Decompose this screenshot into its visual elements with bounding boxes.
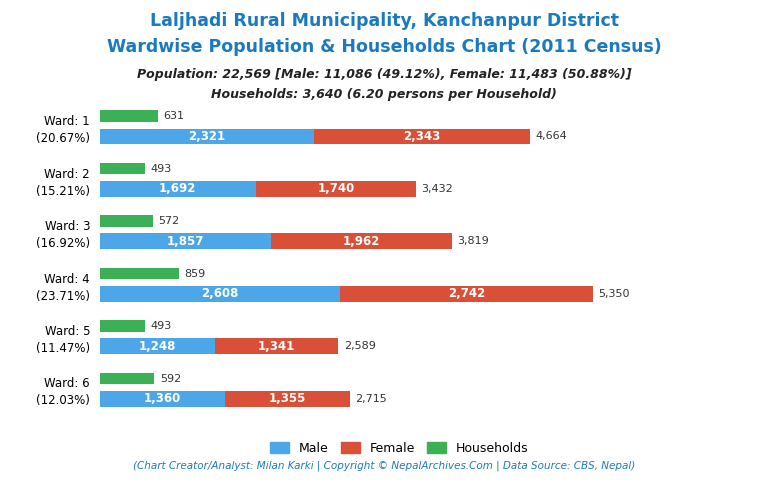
Text: 1,857: 1,857 <box>167 235 204 248</box>
Text: 1,360: 1,360 <box>144 392 181 405</box>
Bar <box>100 129 314 144</box>
Text: 859: 859 <box>184 269 206 279</box>
Text: 2,715: 2,715 <box>356 394 387 404</box>
Text: 1,692: 1,692 <box>159 182 197 195</box>
Bar <box>100 215 153 227</box>
Text: 1,962: 1,962 <box>343 235 380 248</box>
Text: 2,589: 2,589 <box>344 341 376 352</box>
Bar <box>271 234 452 249</box>
Text: 2,343: 2,343 <box>403 130 440 143</box>
Text: 3,819: 3,819 <box>457 236 489 246</box>
Bar <box>100 338 215 354</box>
Bar <box>100 234 271 249</box>
Bar <box>314 129 530 144</box>
Text: 2,742: 2,742 <box>448 287 485 300</box>
Text: 493: 493 <box>151 321 172 331</box>
Text: Wardwise Population & Households Chart (2011 Census): Wardwise Population & Households Chart (… <box>107 38 661 57</box>
Text: 2,321: 2,321 <box>188 130 225 143</box>
Bar <box>100 391 225 407</box>
Text: 4,664: 4,664 <box>535 132 567 141</box>
Text: 5,350: 5,350 <box>598 289 630 299</box>
Bar <box>100 268 179 280</box>
Text: 1,341: 1,341 <box>258 340 295 353</box>
Text: 2,608: 2,608 <box>201 287 239 300</box>
Bar <box>100 286 340 302</box>
Text: 3,432: 3,432 <box>422 184 453 194</box>
Text: 1,248: 1,248 <box>139 340 176 353</box>
Legend: Male, Female, Households: Male, Female, Households <box>265 437 534 460</box>
Bar <box>100 110 158 122</box>
Text: (Chart Creator/Analyst: Milan Karki | Copyright © NepalArchives.Com | Data Sourc: (Chart Creator/Analyst: Milan Karki | Co… <box>133 460 635 471</box>
Bar <box>215 338 339 354</box>
Text: 592: 592 <box>160 374 181 384</box>
Text: Population: 22,569 [Male: 11,086 (49.12%), Female: 11,483 (50.88%)]: Population: 22,569 [Male: 11,086 (49.12%… <box>137 68 631 81</box>
Bar <box>100 373 154 385</box>
Text: 1,355: 1,355 <box>269 392 306 405</box>
Bar <box>256 181 416 197</box>
Bar <box>100 320 145 332</box>
Bar <box>100 181 256 197</box>
Text: 1,740: 1,740 <box>317 182 355 195</box>
Text: 631: 631 <box>164 111 184 121</box>
Text: Laljhadi Rural Municipality, Kanchanpur District: Laljhadi Rural Municipality, Kanchanpur … <box>150 12 618 31</box>
Text: Households: 3,640 (6.20 persons per Household): Households: 3,640 (6.20 persons per Hous… <box>211 88 557 101</box>
Bar <box>100 163 145 175</box>
Text: 572: 572 <box>158 216 180 226</box>
Text: 493: 493 <box>151 164 172 174</box>
Bar <box>225 391 350 407</box>
Bar <box>340 286 593 302</box>
